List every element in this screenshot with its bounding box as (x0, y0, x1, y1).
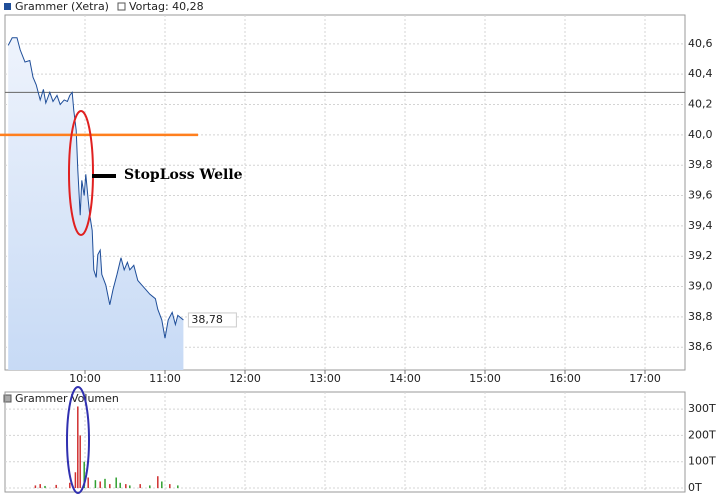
volume-bar (74, 472, 77, 489)
y-tick-label: 40,6 (688, 37, 713, 50)
volume-bar (157, 476, 159, 489)
legend-label: Vortag: 40,28 (129, 0, 204, 13)
volume-bar (139, 484, 141, 489)
y-tick-label: 200T (688, 428, 716, 441)
volume-bar (87, 477, 89, 489)
volume-bar (34, 485, 37, 489)
legend-label: Grammer Volumen (15, 392, 119, 405)
y-tick-label: 40,0 (688, 128, 713, 141)
last-price-label: 38,78 (191, 313, 223, 326)
x-tick-label: 17:00 (629, 372, 661, 385)
highlight-ellipse (68, 110, 94, 236)
y-tick-label: 38,6 (688, 340, 713, 353)
y-tick-label: 40,2 (688, 98, 713, 111)
y-tick-label: 39,4 (688, 219, 713, 232)
legend-swatch (4, 3, 11, 10)
y-tick-label: 100T (688, 455, 716, 468)
price-line (7, 37, 184, 339)
annotation: StopLoss Welle (124, 167, 243, 183)
y-tick-label: 0T (688, 481, 702, 494)
legend-swatch (117, 2, 126, 11)
volume-bar (119, 482, 121, 489)
volume-bar (69, 482, 71, 489)
volume-bar (39, 484, 41, 489)
highlight-ellipse (66, 386, 90, 494)
plot-frame (4, 391, 686, 493)
y-tick-label: 39,8 (688, 158, 713, 171)
legend-label: Grammer (Xetra) (15, 0, 109, 13)
volume-bar (77, 406, 79, 489)
x-tick-label: 11:00 (149, 372, 181, 385)
volume-bar (109, 484, 111, 489)
y-tick-label: 300T (688, 402, 716, 415)
y-tick-label: 38,8 (688, 310, 713, 323)
volume-bar (161, 481, 163, 489)
legend-swatch (3, 394, 12, 403)
x-tick-label: 10:00 (69, 372, 101, 385)
volume-bar (99, 481, 101, 489)
volume-bar (79, 435, 81, 489)
volume-bar (115, 477, 117, 489)
x-tick-label: 15:00 (469, 372, 501, 385)
x-tick-label: 13:00 (309, 372, 341, 385)
volume-bar (44, 485, 46, 489)
x-tick-label: 16:00 (549, 372, 581, 385)
volume-bar (83, 461, 85, 489)
volume-bar (55, 484, 57, 489)
volume-bar (129, 485, 131, 489)
volume-bar (94, 480, 97, 489)
y-tick-label: 40,4 (688, 67, 713, 80)
x-tick-label: 14:00 (389, 372, 421, 385)
plot-frame (4, 14, 686, 371)
volume-bar (169, 484, 171, 489)
volume-bar (125, 484, 127, 489)
volume-bar (104, 478, 106, 489)
x-tick-label: 12:00 (229, 372, 261, 385)
last-price-box (187, 312, 237, 328)
y-tick-label: 39,2 (688, 249, 713, 262)
volume-bar (149, 485, 151, 489)
y-tick-label: 39,0 (688, 280, 713, 293)
volume-bar (177, 485, 179, 489)
y-tick-label: 39,6 (688, 189, 713, 202)
price-area (8, 37, 184, 370)
